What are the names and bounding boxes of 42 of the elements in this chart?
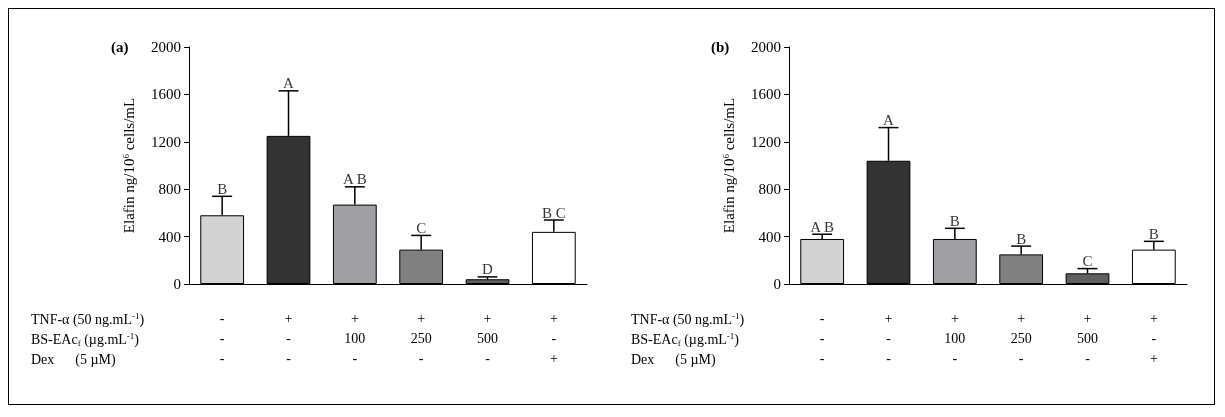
x-tick-label: + 500 - [1077, 310, 1098, 366]
x-tick-label: + 100 - [344, 310, 366, 366]
y-tick-label: 1600 [151, 86, 181, 103]
annotation: A B [810, 218, 835, 235]
x-tick-label: + 100 - [944, 310, 966, 366]
y-tick-label: 2000 [751, 39, 781, 55]
y-tick-label: 1200 [751, 133, 781, 150]
text: Dex (5 µM) [31, 351, 116, 368]
annotation: A [883, 112, 895, 129]
y-tick-label: 1600 [751, 86, 781, 103]
y-tick-label: 0 [173, 276, 181, 292]
annotation: C [416, 219, 427, 236]
annotation: A [283, 75, 295, 92]
y-tick-label: 400 [158, 228, 181, 245]
y-tick-label: 1200 [151, 133, 181, 150]
x-tick-label: + - + [549, 310, 558, 366]
annotation: B C [541, 204, 566, 221]
y-axis-title: Elafin ng/106 cells/mL [720, 97, 737, 234]
annotation: D [482, 261, 494, 278]
annotation: B [1016, 230, 1027, 247]
annotation: A B [342, 171, 367, 188]
y-tick-label: 2000 [151, 39, 181, 55]
y-tick-label: 800 [158, 181, 181, 198]
y-tick-label: 800 [758, 181, 781, 198]
y-tick-label: 0 [773, 276, 781, 292]
chart-title: (b) [711, 38, 730, 56]
x-tick-label: + - + [1149, 310, 1158, 366]
annotation: B [949, 212, 960, 229]
x-tick-label: + 500 - [477, 310, 498, 366]
y-axis-title: Elafin ng/106 cells/mL [120, 97, 137, 234]
x-tick-label: + - - [284, 310, 293, 366]
annotation: B [217, 180, 228, 197]
x-tick-label: - - - [219, 310, 225, 366]
text: Dex (5 µM) [631, 351, 716, 368]
annotation: C [1082, 253, 1093, 270]
chart-title: (a) [111, 38, 129, 56]
y-tick-label: 400 [758, 228, 781, 245]
x-tick-label: + 250 - [1010, 310, 1032, 366]
annotation: B [1148, 225, 1159, 242]
x-tick-label: + 250 - [410, 310, 432, 366]
x-tick-label: - - - [819, 310, 825, 366]
x-tick-label: + - - [884, 310, 893, 366]
